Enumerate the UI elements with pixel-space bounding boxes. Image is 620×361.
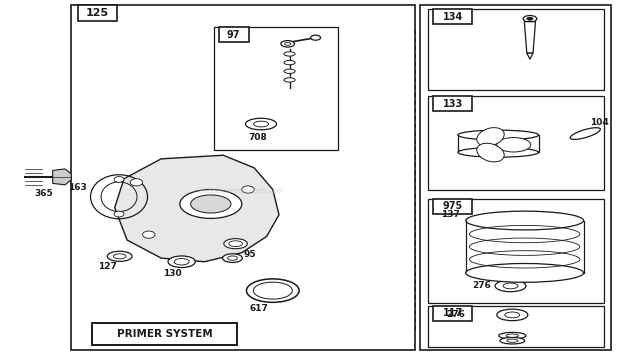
Text: eReplacementParts.com: eReplacementParts.com (199, 188, 285, 194)
Ellipse shape (498, 332, 526, 339)
Ellipse shape (477, 143, 504, 162)
Polygon shape (115, 155, 279, 262)
Text: 163: 163 (68, 183, 87, 192)
Bar (433, 96, 472, 111)
Ellipse shape (284, 60, 295, 65)
Ellipse shape (570, 128, 600, 139)
Text: 104: 104 (590, 118, 609, 127)
Circle shape (143, 231, 155, 238)
Text: 130: 130 (163, 269, 182, 278)
Ellipse shape (228, 256, 237, 260)
Ellipse shape (497, 138, 531, 152)
Text: 125: 125 (86, 8, 109, 18)
Text: 276: 276 (472, 282, 490, 290)
Ellipse shape (527, 17, 533, 20)
Ellipse shape (254, 282, 293, 299)
Ellipse shape (107, 251, 132, 261)
Ellipse shape (113, 254, 126, 259)
Bar (433, 9, 472, 24)
Ellipse shape (495, 280, 526, 292)
Bar (214, 27, 338, 150)
Text: 975: 975 (443, 201, 463, 211)
Circle shape (130, 179, 143, 186)
Ellipse shape (247, 279, 299, 303)
Ellipse shape (466, 211, 583, 230)
Ellipse shape (284, 69, 295, 73)
Ellipse shape (506, 334, 518, 337)
Bar (433, 306, 472, 321)
Ellipse shape (224, 239, 247, 249)
Polygon shape (525, 22, 536, 53)
Bar (92, 323, 237, 345)
Bar (219, 27, 249, 42)
Text: PRIMER SYSTEM: PRIMER SYSTEM (117, 329, 213, 339)
Circle shape (114, 177, 124, 182)
Ellipse shape (497, 309, 528, 321)
Ellipse shape (190, 195, 231, 213)
Ellipse shape (503, 283, 518, 289)
Ellipse shape (246, 118, 277, 130)
Text: 117: 117 (443, 308, 463, 318)
Ellipse shape (284, 78, 295, 82)
Text: 617: 617 (250, 304, 268, 313)
Text: 276: 276 (446, 310, 465, 319)
Polygon shape (53, 169, 71, 185)
Circle shape (242, 186, 254, 193)
Ellipse shape (285, 42, 291, 45)
Bar (420, 5, 611, 350)
Ellipse shape (507, 339, 518, 342)
Ellipse shape (458, 147, 539, 157)
Text: 95: 95 (244, 250, 256, 259)
Bar (428, 199, 604, 303)
Ellipse shape (174, 258, 189, 265)
Text: 97: 97 (227, 30, 241, 40)
Ellipse shape (505, 312, 520, 318)
Bar (428, 96, 604, 190)
Polygon shape (527, 53, 533, 59)
Ellipse shape (254, 121, 268, 127)
Ellipse shape (180, 190, 242, 218)
Bar (428, 9, 604, 90)
Ellipse shape (281, 40, 294, 47)
Bar (71, 5, 415, 350)
Ellipse shape (229, 241, 242, 247)
Text: 134: 134 (443, 12, 463, 22)
Circle shape (114, 211, 124, 217)
Ellipse shape (284, 52, 295, 56)
Ellipse shape (477, 128, 504, 146)
Text: 133: 133 (443, 99, 463, 109)
Ellipse shape (168, 256, 195, 268)
Text: 708: 708 (249, 134, 267, 143)
Ellipse shape (466, 264, 583, 282)
Bar (428, 306, 604, 347)
Text: 127: 127 (99, 262, 117, 271)
Ellipse shape (458, 130, 539, 140)
Bar (433, 199, 472, 214)
Ellipse shape (500, 338, 525, 344)
Ellipse shape (223, 254, 242, 262)
Ellipse shape (311, 35, 321, 40)
Ellipse shape (523, 16, 537, 22)
Text: 365: 365 (34, 189, 53, 198)
Text: 137: 137 (441, 210, 460, 219)
Bar (78, 5, 117, 21)
